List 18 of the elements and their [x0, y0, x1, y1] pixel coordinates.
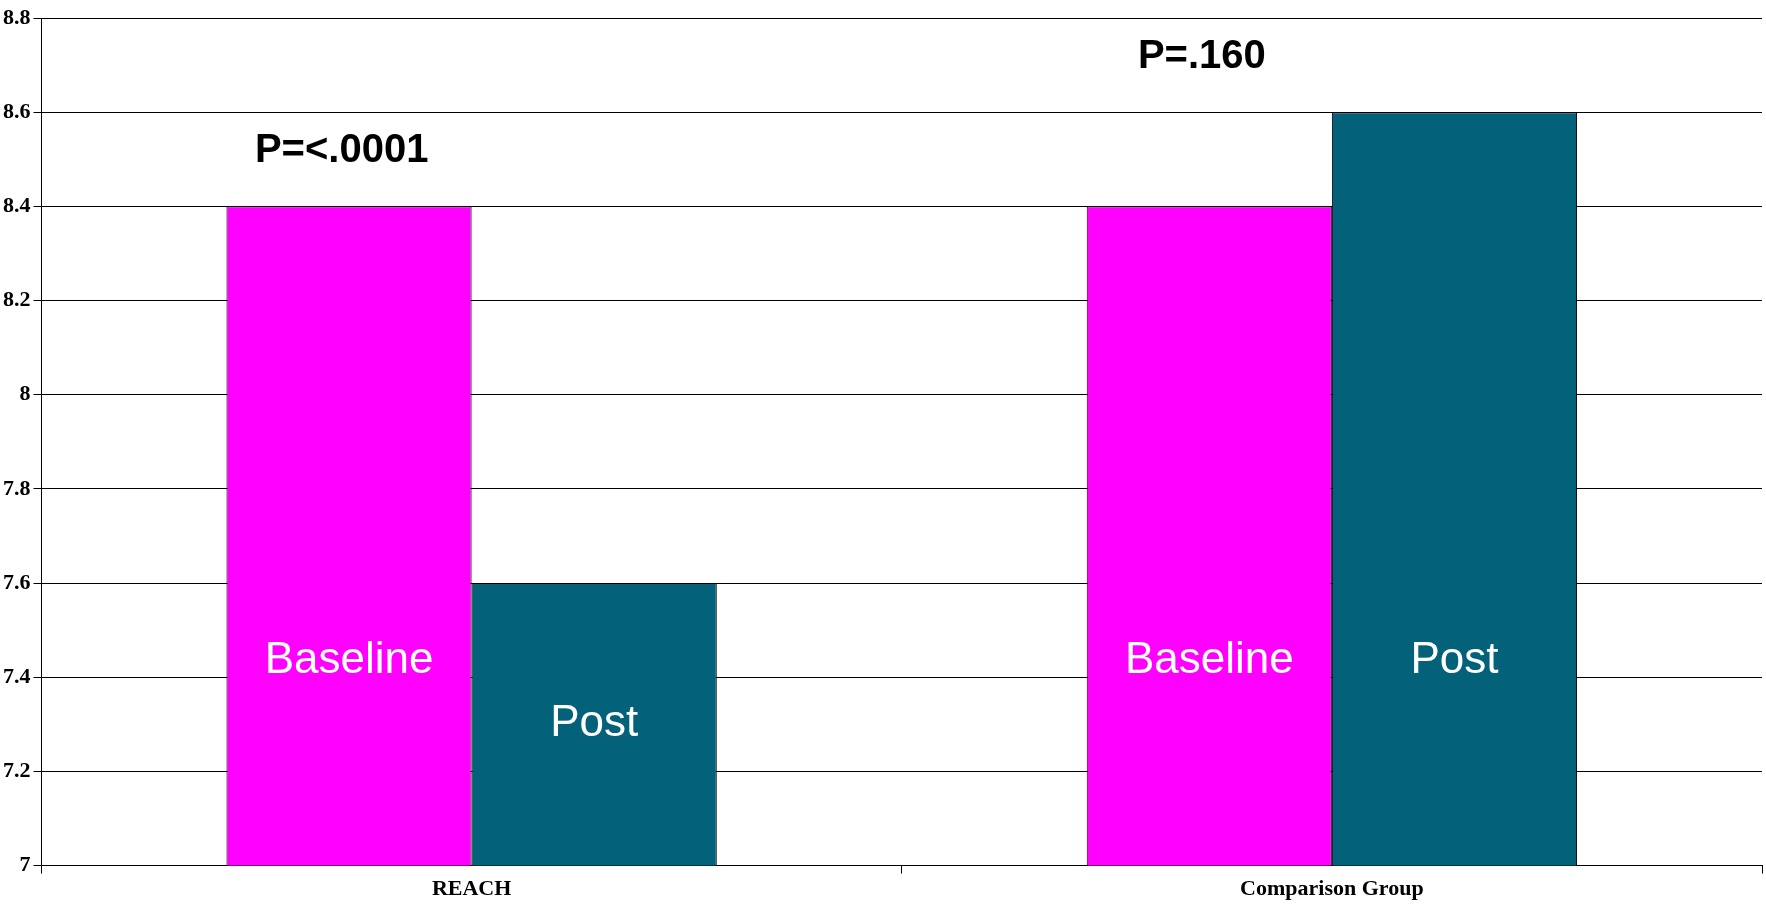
series-label: Baseline: [264, 632, 434, 682]
y-tick-label: 7.6: [3, 568, 31, 594]
x-tick-label: REACH: [431, 875, 512, 901]
annotation: P=<.0001: [254, 126, 429, 171]
y-tick-label: 7.2: [3, 757, 31, 783]
y-tick-label: 8.4: [3, 192, 31, 218]
y-tick-label: 7: [19, 851, 31, 877]
y-tick-label: 7.8: [3, 474, 31, 500]
y-tick-label: 8: [19, 380, 31, 406]
series-label: Post: [1410, 632, 1499, 682]
y-tick-label: 8.2: [3, 286, 31, 312]
annotation: P=.160: [1137, 32, 1266, 77]
y-tick-label: 7.4: [3, 662, 31, 688]
text: Post: [550, 696, 639, 746]
x-tick-label: Comparison Group: [1240, 875, 1424, 901]
y-tick-label: 8.6: [3, 97, 31, 123]
text: Baseline: [1124, 632, 1294, 682]
y-tick-label: 8.8: [3, 3, 31, 29]
